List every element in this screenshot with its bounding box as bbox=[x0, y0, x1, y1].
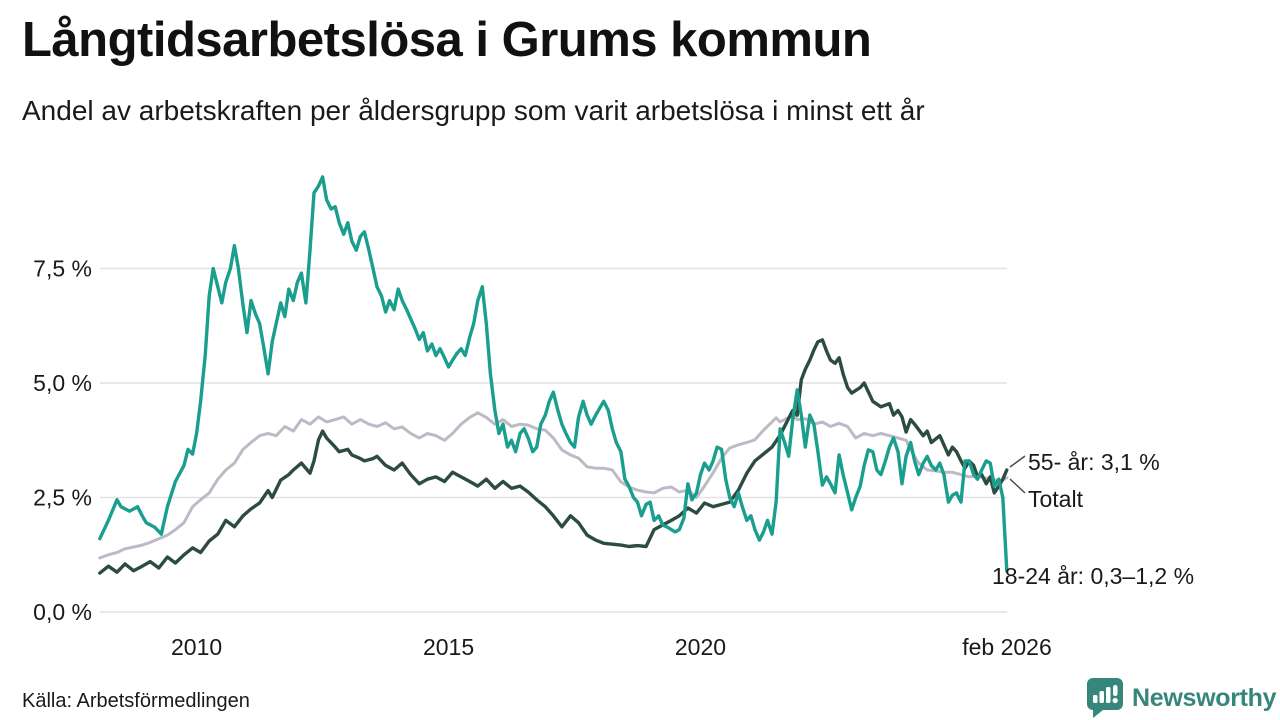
annotation-18-24: 18-24 år: 0,3–1,2 % bbox=[992, 563, 1195, 589]
y-tick-label: 0,0 % bbox=[33, 599, 92, 625]
series-totalt bbox=[98, 411, 1009, 560]
x-tick-label: feb 2026 bbox=[962, 634, 1052, 660]
chart-subtitle: Andel av arbetskraften per åldersgrupp s… bbox=[22, 95, 925, 126]
x-tick-label: 2010 bbox=[171, 634, 222, 660]
annotation-connector bbox=[1009, 478, 1026, 494]
y-tick-label: 2,5 % bbox=[33, 485, 92, 511]
y-tick-label: 7,5 % bbox=[33, 256, 92, 282]
x-tick-label: 2020 bbox=[675, 634, 726, 660]
chart-title: Långtidsarbetslösa i Grums kommun bbox=[22, 13, 872, 67]
annotation-55plus: 55- år: 3,1 % bbox=[1028, 449, 1160, 475]
line-chart: 0,0 % 2,5 % 5,0 % 7,5 % 2010 2015 2020 feb 2026 bbox=[33, 175, 1052, 660]
series-18-24-r bbox=[98, 175, 1009, 573]
newsworthy-logo: Newsworthy bbox=[1084, 677, 1277, 719]
annotation-totalt: Totalt bbox=[1028, 486, 1083, 512]
source-note: Källa: Arbetsförmedlingen bbox=[22, 690, 250, 712]
annotation-connector bbox=[1009, 455, 1026, 468]
newsworthy-wordmark: Newsworthy bbox=[1132, 683, 1277, 712]
newsworthy-bubble-icon bbox=[1087, 678, 1123, 718]
x-tick-label: 2015 bbox=[423, 634, 474, 660]
series-55-r bbox=[98, 338, 1009, 575]
y-tick-label: 5,0 % bbox=[33, 370, 92, 396]
